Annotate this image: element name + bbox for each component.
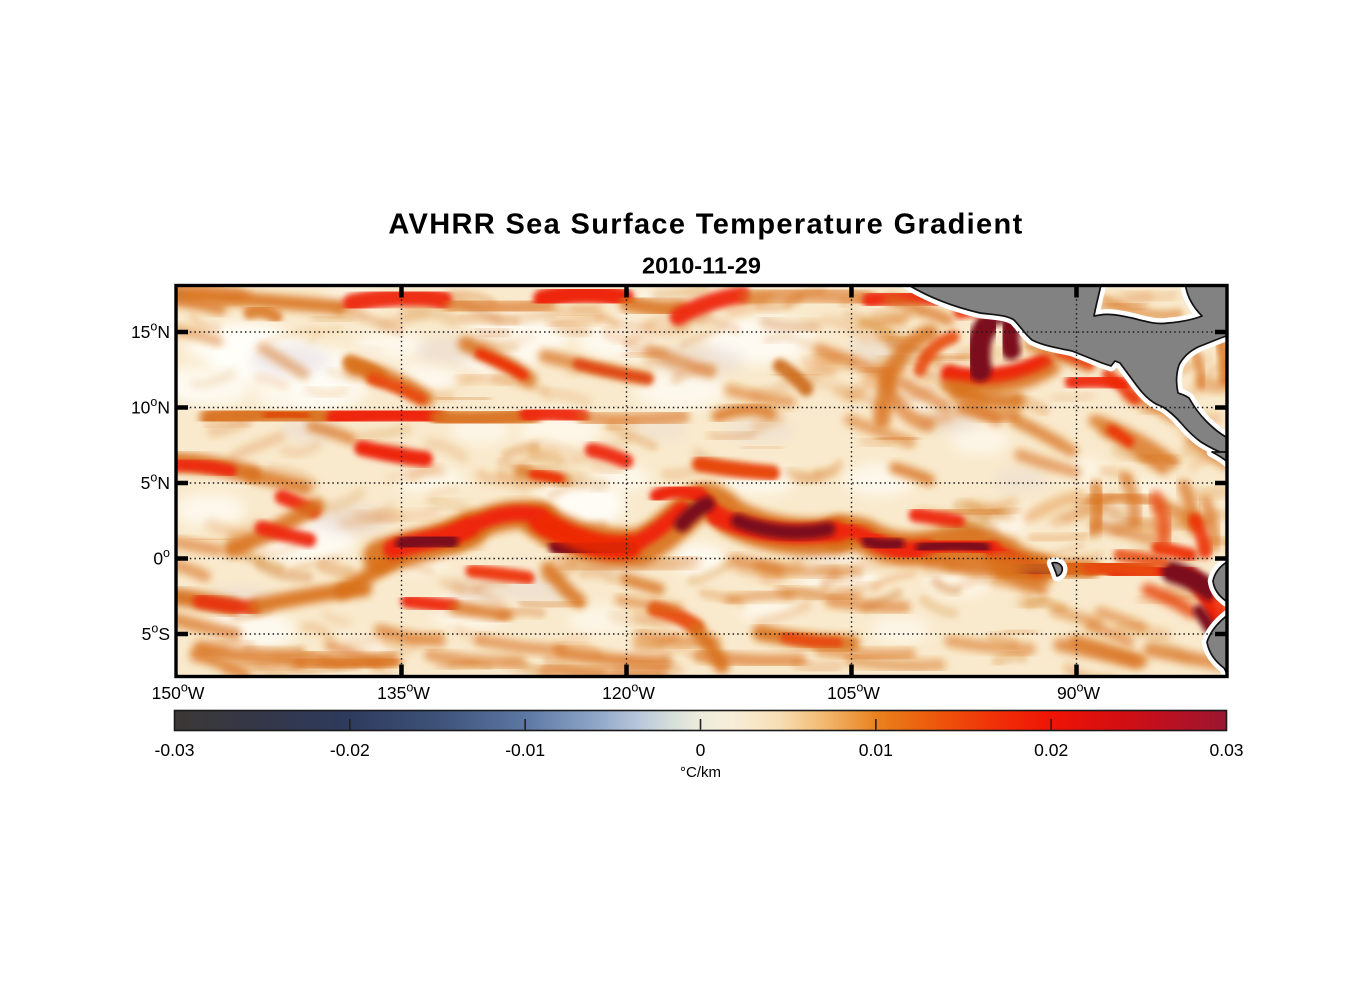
svg-text:2010-11-29: 2010-11-29 — [642, 253, 761, 279]
svg-text:10oN: 10oN — [131, 395, 170, 418]
svg-text:-0.02: -0.02 — [330, 740, 370, 760]
svg-text:90oW: 90oW — [1057, 681, 1100, 704]
svg-text:°C/km: °C/km — [680, 764, 721, 781]
svg-text:15oN: 15oN — [131, 320, 170, 343]
svg-text:0: 0 — [696, 740, 706, 760]
svg-text:0.03: 0.03 — [1209, 740, 1243, 760]
svg-text:135oW: 135oW — [377, 681, 430, 704]
svg-text:150oW: 150oW — [152, 681, 205, 704]
svg-text:0o: 0o — [153, 546, 170, 569]
svg-text:-0.03: -0.03 — [155, 740, 195, 760]
svg-text:AVHRR Sea Surface Temperature: AVHRR Sea Surface Temperature Gradient — [388, 209, 1023, 241]
svg-text:0.01: 0.01 — [859, 740, 893, 760]
svg-text:120oW: 120oW — [602, 681, 655, 704]
svg-text:-0.01: -0.01 — [505, 740, 545, 760]
svg-text:105oW: 105oW — [827, 681, 880, 704]
svg-text:5oN: 5oN — [141, 471, 170, 494]
svg-text:5oS: 5oS — [142, 622, 170, 645]
svg-text:0.02: 0.02 — [1034, 740, 1068, 760]
